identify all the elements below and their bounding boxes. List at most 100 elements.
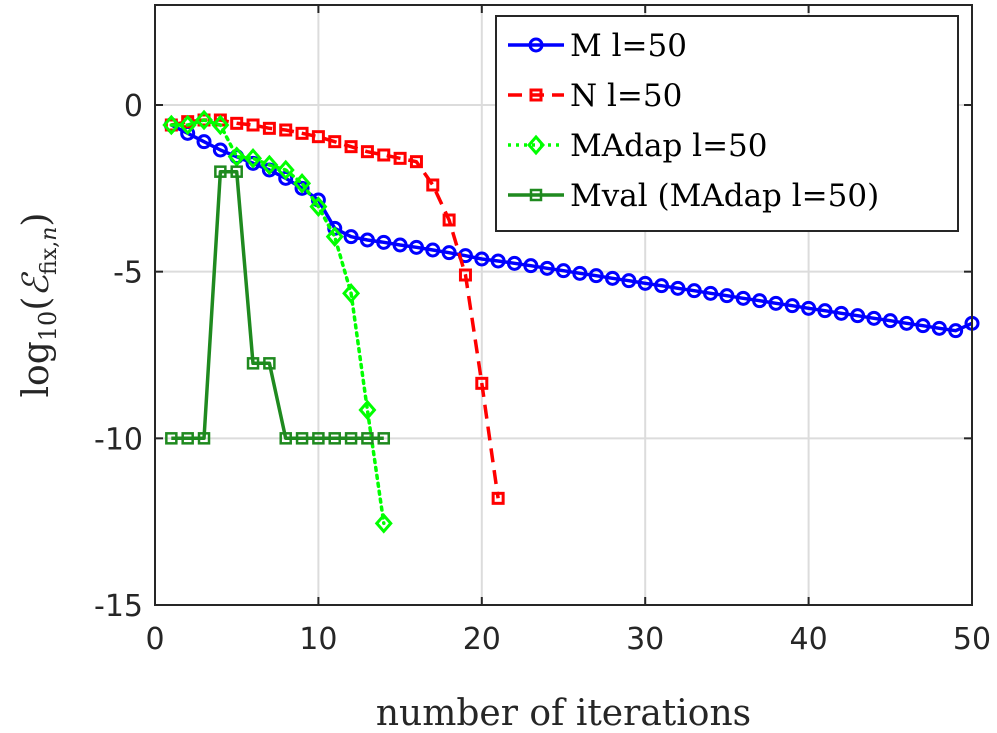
series-0-point-5 [245,155,261,171]
series-0-point-34 [719,288,735,304]
series-0-point-47 [931,320,947,336]
series-2-point-8 [293,173,312,194]
plot-frame [154,4,973,606]
series-1-point-16 [426,178,440,192]
y-tick-label-0: 0 [124,89,143,124]
series-3-point-1 [181,432,194,445]
series-1 [164,113,505,505]
series-2-point-10 [325,226,344,247]
series-1-point-17 [442,213,456,227]
y-label-symbol-sub-italic: n [37,227,62,241]
legend-entry-1: N l=50 [508,78,682,114]
series-1-point-6 [262,121,276,135]
series-0-point-14 [392,237,408,253]
series-0-point-39 [801,300,817,316]
series-2-point-12 [358,399,377,421]
series-1-point-5 [246,118,260,132]
series-0-point-7 [278,170,294,186]
series-2-point-5 [244,148,263,169]
y-label-subscript: 10 [34,311,62,342]
series-0-point-38 [784,298,800,314]
series-0-point-8 [294,180,310,196]
series-3-point-13 [377,432,391,445]
series-line-3 [171,169,384,441]
legend-marker-0 [528,37,544,53]
legend-label-3: Mval (MAdap l=50) [570,178,879,214]
series-3-point-2 [197,432,211,445]
series-2-point-2 [195,109,214,131]
series-3-point-5 [246,357,260,370]
series-2-point-7 [276,159,295,181]
series-3-point-10 [328,432,341,445]
series-1-point-10 [328,135,342,149]
series-2-point-6 [260,154,279,176]
series-3-point-3 [214,165,227,178]
series-3-point-0 [165,432,178,445]
series-0-point-26 [588,268,604,284]
legend-marker-1 [529,88,543,102]
ticks-layer: 0 10 20 30 40 50 0 -5 -10 -15 [94,5,991,657]
series-1-point-2 [197,113,211,127]
series-0-point-46 [915,318,931,334]
series-0-point-31 [670,280,686,296]
y-tick-label-2: -10 [94,422,143,457]
series-0-point-32 [686,283,702,299]
series-0-point-20 [490,253,506,269]
series-0-point-25 [572,265,588,281]
series-0-point-41 [833,305,849,321]
series-1-point-18 [458,268,472,282]
series-0-point-35 [735,290,751,306]
series-layer [162,109,980,534]
series-1-point-19 [475,376,489,390]
series-3-point-11 [344,432,358,445]
y-tick-label-3: -15 [94,589,143,624]
legend-marker-2 [527,134,545,156]
legend-entry-0: M l=50 [508,28,687,64]
x-tick-label-4: 40 [790,622,828,657]
series-3-point-4 [230,165,243,178]
series-3-point-7 [279,432,292,445]
legend-entry-3: Mval (MAdap l=50) [508,178,879,214]
series-0-point-44 [882,313,898,329]
x-tick-label-0: 0 [145,622,164,657]
series-0-point-40 [817,303,833,319]
y-tick-label-1: -5 [113,256,143,291]
series-1-point-8 [295,126,309,140]
y-axis-label: log10(ℰfix,n) [16,213,62,398]
legend-label-2: MAdap l=50 [570,128,768,164]
x-tick-label-5: 50 [953,622,991,657]
y-label-symbol-sub: fix, [37,241,62,275]
y-label-close: ) [16,213,57,227]
series-0-point-29 [637,275,653,291]
series-0-point-22 [523,258,539,274]
series-1-point-11 [344,140,358,154]
series-0-point-17 [441,245,457,261]
series-1-point-7 [279,123,293,137]
series-1-point-0 [164,118,178,132]
series-0-point-13 [376,234,392,250]
x-tick-label-2: 20 [463,622,501,657]
series-2-point-11 [342,283,361,304]
x-tick-label-1: 10 [299,622,337,657]
series-1-point-20 [491,491,505,505]
series-2-point-4 [227,146,246,167]
series-0-point-19 [474,251,490,267]
series-0-point-16 [425,242,441,258]
series-2 [162,109,393,534]
series-0-point-27 [605,270,621,286]
series-0-point-33 [703,285,719,301]
legend-label-1: N l=50 [570,78,682,114]
series-3-point-12 [361,432,374,445]
series-3-point-9 [312,432,325,445]
series-0-point-15 [408,239,424,255]
x-axis-label: number of iterations [376,693,751,733]
series-0-point-36 [752,293,768,309]
series-0-point-12 [359,232,375,248]
series-0-point-45 [899,315,915,331]
series-0-point-11 [343,229,359,245]
y-axis-label-text: log10(ℰfix,n) [16,213,62,398]
series-3-point-6 [263,357,276,370]
legend: M l=50 N l=50 MAdap l=50 Mval (MAdap l=50) [495,15,959,232]
legend-box [495,15,959,232]
